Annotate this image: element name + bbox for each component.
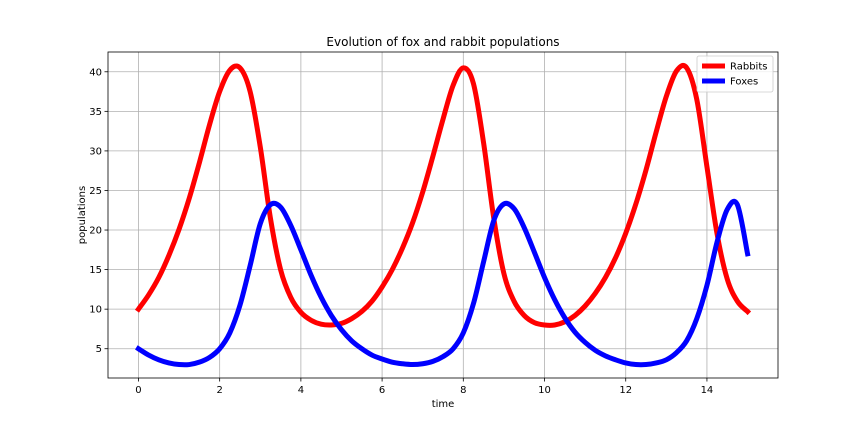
x-tick-label: 12 xyxy=(619,385,632,396)
legend-label-foxes: Foxes xyxy=(730,77,758,88)
series-line-rabbits xyxy=(134,63,752,328)
y-tick-label: 20 xyxy=(89,226,102,237)
y-tick-label: 40 xyxy=(89,67,102,78)
x-tick-label: 6 xyxy=(379,385,385,396)
y-axis-ticks: 5 10 15 20 25 30 35 40 xyxy=(89,67,108,355)
series-layer xyxy=(134,63,752,368)
y-tick-label: 10 xyxy=(89,305,102,316)
y-tick-label: 30 xyxy=(89,146,102,157)
legend: Rabbits Foxes xyxy=(696,55,774,93)
plot-frame xyxy=(107,51,779,379)
y-axis-label: populations xyxy=(77,186,88,244)
y-tick-label: 35 xyxy=(89,107,102,118)
x-tick-label: 0 xyxy=(135,385,141,396)
y-tick-label: 25 xyxy=(89,186,102,197)
y-tick-label: 5 xyxy=(96,344,102,355)
x-tick-label: 2 xyxy=(216,385,222,396)
chart-title: Evolution of fox and rabbit populations xyxy=(326,35,559,49)
x-axis-ticks: 0 2 4 6 8 10 12 14 xyxy=(135,378,713,396)
series-line-foxes xyxy=(135,198,751,368)
y-tick-label: 15 xyxy=(89,265,102,276)
x-tick-label: 8 xyxy=(460,385,466,396)
x-tick-label: 14 xyxy=(701,385,714,396)
legend-label-rabbits: Rabbits xyxy=(730,62,767,73)
x-tick-label: 4 xyxy=(298,385,304,396)
x-axis-label: time xyxy=(432,399,455,410)
x-tick-label: 10 xyxy=(538,385,551,396)
